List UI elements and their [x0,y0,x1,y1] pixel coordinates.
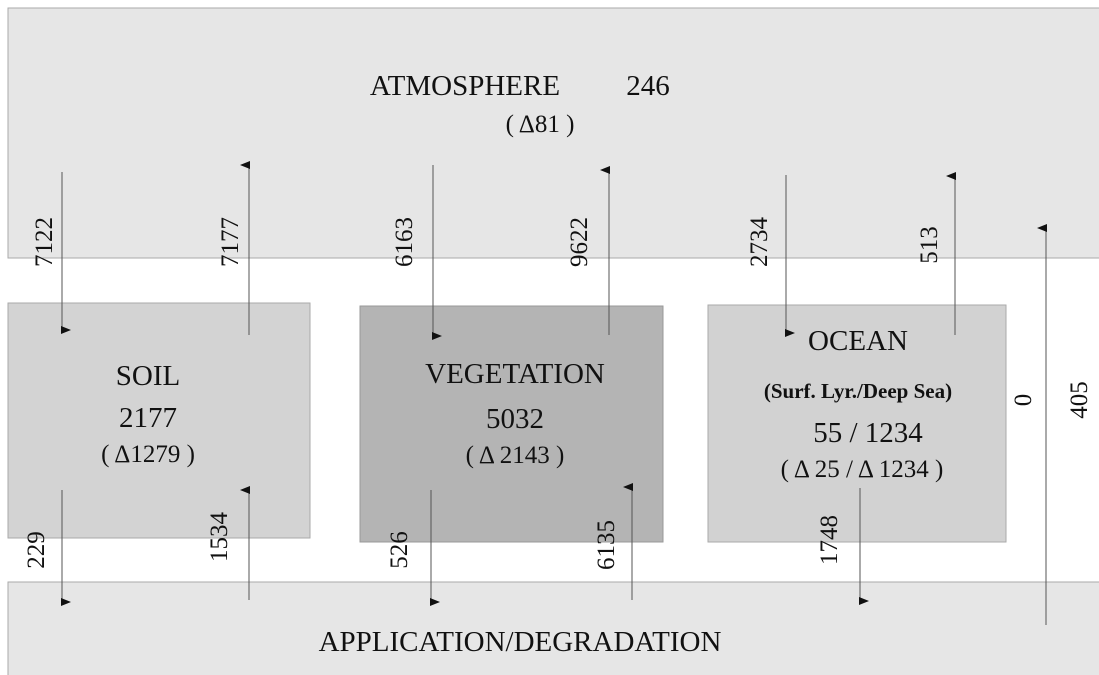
ocean-box [707,304,1007,543]
flow-label: 7122 [31,217,58,267]
flow-label: 229 [23,531,50,569]
ocean-stock: 55 / 1234 [813,417,923,449]
vegetation-box [359,305,664,543]
soil-box [7,302,311,539]
application-box [7,581,1099,675]
flow-label: 7177 [217,217,244,267]
atmosphere-label: ATMOSPHERE [370,70,560,102]
soil-stock: 2177 [119,402,177,434]
soil-label: SOIL [116,360,180,392]
soil-delta: ( Δ1279 ) [101,441,195,468]
flow-label: 2734 [746,217,773,268]
flow-label: 9622 [566,217,593,267]
flow-label: 1534 [206,512,233,563]
flow-label: 6163 [391,217,418,267]
flow-label: 526 [386,531,413,569]
ocean-delta: ( Δ 25 / Δ 1234 ) [781,456,944,483]
flow-label: 6135 [593,520,620,570]
atmosphere-box [7,7,1099,259]
application-label: APPLICATION/DEGRADATION [319,626,722,658]
flow-label: 0 [1010,394,1037,407]
flow-label: 1748 [816,515,843,565]
atmosphere-stock: 246 [626,70,670,102]
vegetation-label: VEGETATION [425,358,605,390]
flow-label: 405 [1066,381,1093,419]
flow-label: 513 [916,226,943,264]
vegetation-stock: 5032 [486,403,544,435]
ocean-sublabel: (Surf. Lyr./Deep Sea) [764,379,952,403]
ocean-label: OCEAN [808,325,908,357]
vegetation-delta: ( Δ 2143 ) [466,442,565,469]
atmosphere-delta: ( Δ81 ) [506,111,575,138]
